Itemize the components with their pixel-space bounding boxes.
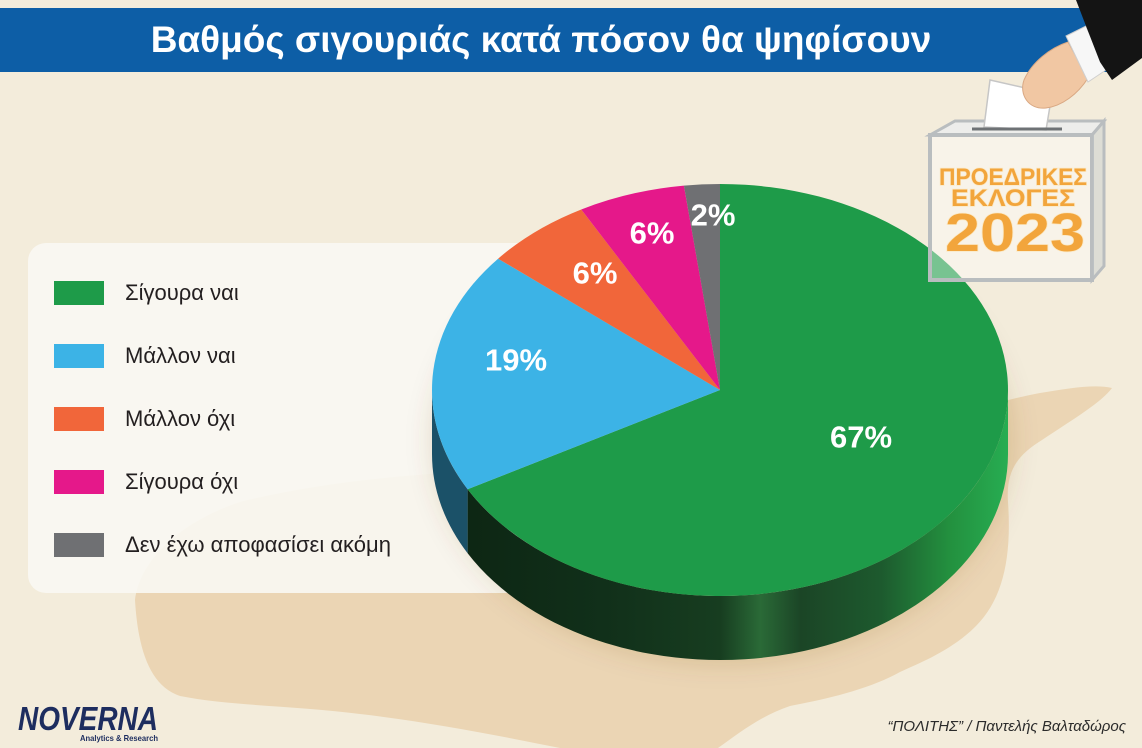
legend-swatch-3 bbox=[54, 406, 104, 431]
pie-label-3: 6% bbox=[573, 256, 618, 291]
title-banner: Βαθμός σιγουριάς κατά πόσον θα ψηφίσουν bbox=[0, 8, 1115, 72]
badge-line-2: ΕΚΛΟΓΕΣ bbox=[951, 185, 1075, 212]
badge-line-1: ΠΡΟΕΔΡΙΚΕΣ bbox=[939, 164, 1087, 191]
legend-label-3: Μάλλον όχι bbox=[125, 406, 236, 431]
pie-label-2: 19% bbox=[485, 343, 547, 378]
legend-swatch-4 bbox=[54, 469, 104, 494]
legend-item: Σίγουρα ναι bbox=[28, 261, 538, 324]
pie-label-1: 67% bbox=[830, 420, 892, 455]
noverna-logo: NOVERNA Analytics & Research bbox=[18, 700, 158, 743]
pie-label-5: 2% bbox=[691, 198, 736, 233]
legend-item: Σίγουρα όχι bbox=[28, 450, 538, 513]
pie-label-4: 6% bbox=[630, 216, 675, 251]
hand bbox=[1022, 41, 1089, 109]
logo-name: NOVERNA bbox=[18, 700, 158, 737]
credit-line: “ΠΟΛΙΤΗΣ” / Παντελής Βαλταδώρος bbox=[887, 718, 1126, 735]
legend-item: Μάλλον όχι bbox=[28, 387, 538, 450]
pie-slice-2 bbox=[431, 258, 720, 490]
hand-icon bbox=[1022, 0, 1142, 109]
legend-label-5: Δεν έχω αποφασίσει ακόμη bbox=[125, 532, 391, 557]
pie-side-2 bbox=[432, 390, 468, 554]
suit-sleeve bbox=[1076, 0, 1142, 80]
legend-swatch-5 bbox=[54, 532, 104, 557]
legend-item: Μάλλον ναι bbox=[28, 324, 538, 387]
legend-swatch-1 bbox=[54, 280, 104, 305]
legend-label-1: Σίγουρα ναι bbox=[125, 280, 239, 305]
pie-slice-1 bbox=[467, 184, 1008, 596]
logo-tagline: Analytics & Research bbox=[80, 733, 158, 743]
legend-swatch-2 bbox=[54, 343, 104, 368]
ballot-box-icon: ΠΡΟΕΔΡΙΚΕΣ ΕΚΛΟΓΕΣ 2023 bbox=[924, 79, 1108, 285]
legend-label-4: Σίγουρα όχι bbox=[125, 469, 239, 494]
box-right-face bbox=[1090, 116, 1106, 285]
pie-slice-3 bbox=[498, 209, 720, 390]
pie-side-1 bbox=[467, 390, 1008, 661]
chart-title: Βαθμός σιγουριάς κατά πόσον θα ψηφίσουν bbox=[150, 19, 932, 60]
legend-item: Δεν έχω αποφασίσει ακόμη bbox=[28, 513, 538, 576]
pie-marks: 67% 19% 6% 6% 2% bbox=[431, 184, 1008, 661]
badge-year: 2023 bbox=[945, 203, 1085, 263]
box-front-face bbox=[928, 133, 1094, 282]
legend-label-2: Μάλλον ναι bbox=[125, 343, 236, 368]
pie-slice-5 bbox=[683, 184, 720, 390]
pie-slice-4 bbox=[581, 185, 720, 390]
